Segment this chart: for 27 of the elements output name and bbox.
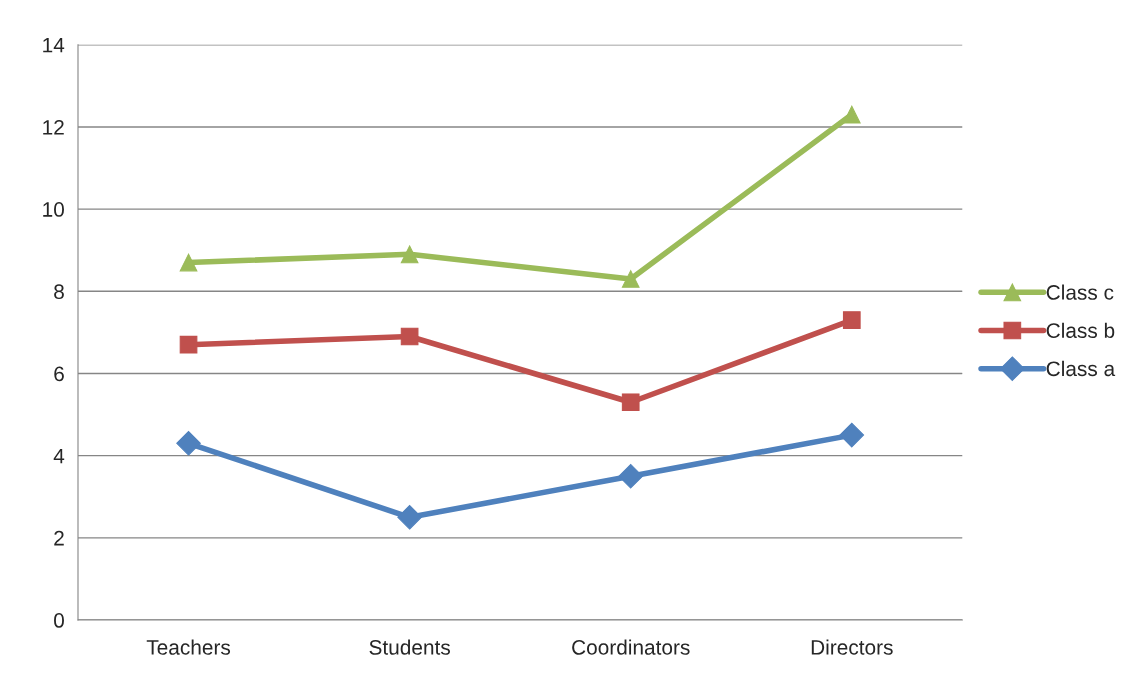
y-tick-label: 4: [53, 448, 65, 464]
point: [842, 311, 861, 329]
x-tick-label: Directors: [811, 639, 893, 655]
y-tick-label: 12: [43, 119, 64, 135]
point: [842, 105, 861, 124]
legend-label: Class c: [1046, 284, 1114, 300]
y-tick-label: 2: [54, 530, 64, 546]
y-tick-label: 10: [43, 202, 64, 217]
y-tick-label: 0: [54, 613, 64, 628]
point: [176, 431, 201, 456]
point: [839, 422, 865, 448]
legend-label: Class a: [1046, 360, 1116, 377]
point: [618, 463, 644, 489]
point: [400, 327, 419, 346]
x-tick-label: Teachers: [146, 639, 231, 655]
x-tick-label: Coordinators: [572, 639, 690, 655]
point: [621, 270, 640, 288]
x-tick-label: Students: [369, 639, 450, 655]
point: [179, 335, 198, 354]
point: [400, 245, 419, 264]
y-tick-label: 6: [54, 366, 64, 382]
y-tick-label: 8: [54, 284, 64, 300]
point: [179, 253, 198, 272]
y-tick-label: 14: [43, 37, 65, 53]
point: [621, 393, 640, 412]
legend-label: Class b: [1046, 322, 1115, 338]
point: [397, 505, 422, 530]
